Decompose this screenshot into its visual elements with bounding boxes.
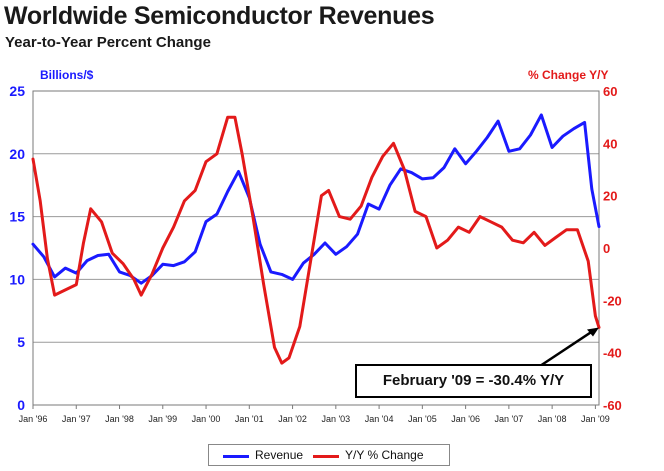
right-axis-tick-5: 40 <box>603 136 617 151</box>
right-axis-tick-3: 0 <box>603 241 610 256</box>
x-axis-tick-13: Jan '09 <box>581 414 610 424</box>
right-axis-tick-1: -40 <box>603 346 622 361</box>
left-axis-label: Billions/$ <box>40 68 94 82</box>
right-axis-tick-4: 20 <box>603 189 617 204</box>
x-axis-tick-3: Jan '99 <box>148 414 177 424</box>
left-axis-tick-3: 15 <box>9 209 25 225</box>
chart-subtitle: Year-to-Year Percent Change <box>5 34 211 51</box>
plot-area-border <box>32 90 600 406</box>
legend-yoy-label: Y/Y % Change <box>345 448 424 462</box>
left-axis-tick-2: 10 <box>9 271 25 287</box>
legend-yoy-swatch <box>313 455 339 458</box>
legend-revenue-label: Revenue <box>255 448 304 462</box>
right-axis-tick-6: 60 <box>603 84 617 99</box>
left-axis-tick-1: 5 <box>17 334 25 350</box>
annotation-callout: February '09 = -30.4% Y/Y <box>355 364 592 398</box>
chart-title: Worldwide Semiconductor Revenues <box>4 2 435 30</box>
right-axis-tick-2: -20 <box>603 293 622 308</box>
x-axis-tick-5: Jan '01 <box>235 414 264 424</box>
legend-revenue-swatch <box>223 455 249 458</box>
x-axis-tick-0: Jan '96 <box>19 414 48 424</box>
x-axis-tick-6: Jan '02 <box>278 414 307 424</box>
x-axis-tick-12: Jan '08 <box>538 414 567 424</box>
x-axis-tick-8: Jan '04 <box>365 414 394 424</box>
annotation-arrow-line <box>539 328 596 368</box>
right-axis-label: % Change Y/Y <box>528 68 609 82</box>
chart-legend: Revenue Y/Y % Change <box>208 444 450 466</box>
x-axis-tick-1: Jan '97 <box>62 414 91 424</box>
left-axis-tick-0: 0 <box>17 397 25 413</box>
x-axis-tick-2: Jan '98 <box>105 414 134 424</box>
annotation-arrow-head <box>587 327 599 337</box>
x-axis-tick-7: Jan '03 <box>321 414 350 424</box>
x-axis-tick-9: Jan '05 <box>408 414 437 424</box>
right-axis-tick-0: -60 <box>603 398 622 413</box>
x-axis-tick-11: Jan '07 <box>494 414 523 424</box>
left-axis-tick-5: 25 <box>9 83 25 99</box>
series-line-yoy-change <box>31 115 601 365</box>
x-axis-tick-10: Jan '06 <box>451 414 480 424</box>
x-axis-tick-4: Jan '00 <box>192 414 221 424</box>
left-axis-tick-4: 20 <box>9 146 25 162</box>
series-line-revenue <box>31 113 601 285</box>
